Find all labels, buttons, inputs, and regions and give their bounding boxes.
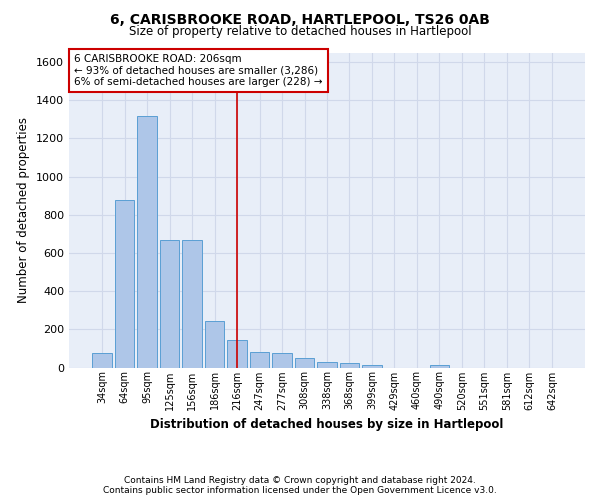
Text: 6 CARISBROOKE ROAD: 206sqm
← 93% of detached houses are smaller (3,286)
6% of se: 6 CARISBROOKE ROAD: 206sqm ← 93% of deta… (74, 54, 323, 88)
Bar (205, 320, 224, 368)
Bar (137, 116, 157, 368)
Bar (317, 362, 337, 368)
Bar (430, 364, 449, 368)
Bar (227, 340, 247, 367)
Bar (160, 240, 179, 368)
Bar (115, 200, 134, 368)
Bar (250, 352, 269, 368)
Y-axis label: Number of detached properties: Number of detached properties (17, 117, 31, 303)
Text: Contains HM Land Registry data © Crown copyright and database right 2024.
Contai: Contains HM Land Registry data © Crown c… (103, 476, 497, 495)
Bar (295, 358, 314, 368)
Bar (340, 362, 359, 368)
Bar (272, 353, 292, 368)
Bar (182, 240, 202, 368)
Text: Size of property relative to detached houses in Hartlepool: Size of property relative to detached ho… (128, 25, 472, 38)
X-axis label: Distribution of detached houses by size in Hartlepool: Distribution of detached houses by size … (151, 418, 503, 431)
Bar (92, 353, 112, 368)
Text: 6, CARISBROOKE ROAD, HARTLEPOOL, TS26 0AB: 6, CARISBROOKE ROAD, HARTLEPOOL, TS26 0A… (110, 12, 490, 26)
Bar (362, 364, 382, 368)
